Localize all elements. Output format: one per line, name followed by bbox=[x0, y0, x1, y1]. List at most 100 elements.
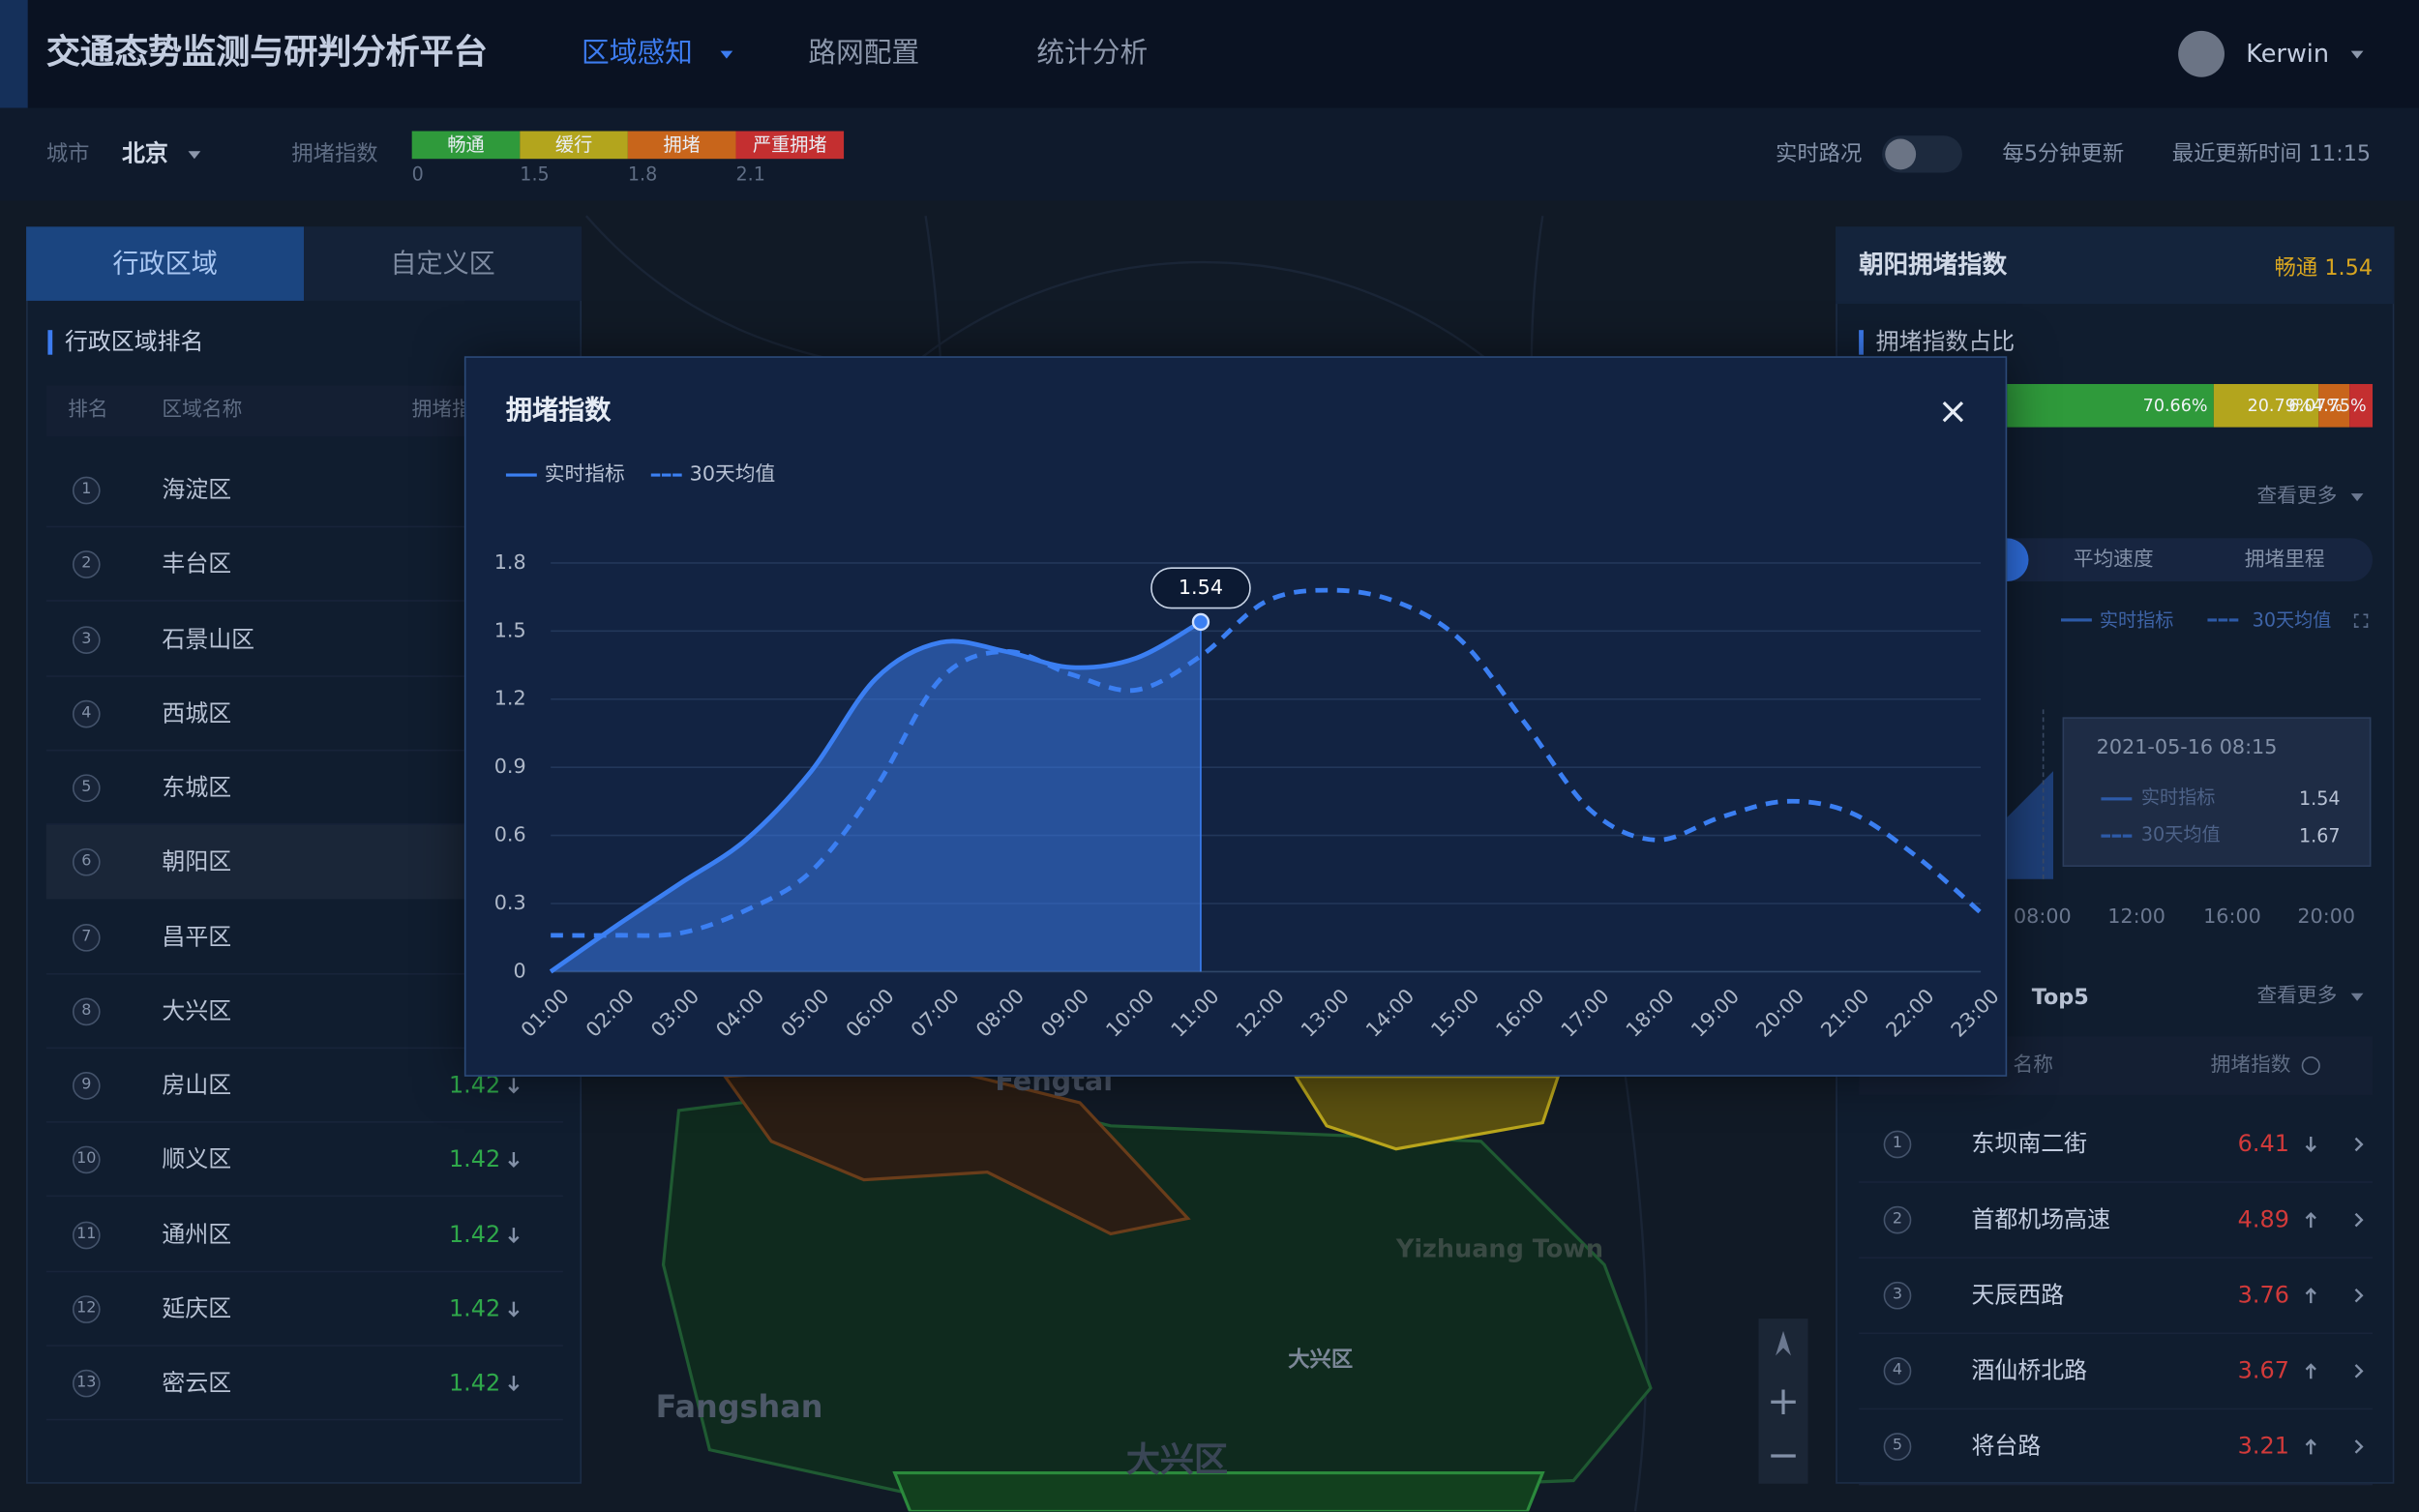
arrow-down bbox=[508, 1301, 520, 1318]
x-tick-label: 16:00 bbox=[1491, 985, 1548, 1042]
fullscreen-icon[interactable] bbox=[2353, 613, 2369, 628]
tab[interactable] bbox=[304, 226, 582, 301]
rank-badge bbox=[72, 699, 101, 728]
row[interactable] bbox=[45, 676, 563, 752]
chevron bbox=[2354, 1364, 2364, 1379]
tab-label: 行政区域 bbox=[112, 249, 218, 281]
region-name: 密云区 bbox=[162, 1368, 232, 1397]
region-name: 海淀区 bbox=[162, 475, 232, 504]
area bbox=[551, 621, 1201, 972]
level-swatch bbox=[627, 131, 736, 160]
arrow-down bbox=[2305, 1136, 2316, 1153]
road-name: 东坝南二街 bbox=[1971, 1129, 2088, 1158]
chevron bbox=[2354, 1212, 2364, 1228]
help-icon bbox=[2301, 1056, 2320, 1076]
rank-number: 13 bbox=[76, 1374, 97, 1392]
road-value: 3.76 bbox=[2237, 1281, 2289, 1309]
caret bbox=[2350, 992, 2364, 1000]
y-tick-label: 1.8 bbox=[494, 550, 526, 574]
level-swatch bbox=[735, 131, 845, 160]
rank-number: 10 bbox=[76, 1150, 97, 1169]
rank-badge bbox=[72, 774, 101, 803]
row[interactable] bbox=[1859, 1259, 2374, 1335]
arrow-down bbox=[508, 1078, 520, 1094]
row[interactable] bbox=[45, 900, 563, 974]
row[interactable] bbox=[45, 1272, 563, 1347]
tab-label[interactable]: 平均速度 bbox=[2073, 548, 2154, 572]
panel-status: 畅通 1.54 bbox=[2274, 255, 2374, 282]
x-tick-label: 22:00 bbox=[1881, 985, 1938, 1042]
more-link[interactable]: 查看更多 bbox=[2256, 485, 2338, 509]
arrow-down bbox=[508, 1376, 520, 1392]
row[interactable] bbox=[45, 454, 563, 528]
rank-badge bbox=[72, 923, 101, 951]
index-label: 拥堵指数 bbox=[291, 141, 378, 167]
nav-item[interactable]: 路网配置 bbox=[808, 37, 920, 70]
legend-label: 实时指标 bbox=[2099, 608, 2174, 632]
legend-dash bbox=[2207, 618, 2239, 622]
section-title: 行政区域排名 bbox=[64, 327, 204, 356]
tooltip-value: 1.67 bbox=[2298, 824, 2341, 847]
road-value: 3.67 bbox=[2237, 1356, 2289, 1384]
arrow-down bbox=[508, 1227, 520, 1243]
tab-active[interactable] bbox=[26, 226, 305, 301]
nav-item[interactable]: 区域感知 bbox=[582, 37, 693, 70]
x-tick-label: 04:00 bbox=[711, 985, 768, 1042]
rank-number: 1 bbox=[81, 481, 92, 498]
rank-number: 3 bbox=[1892, 1286, 1903, 1304]
tooltip-value: 1.54 bbox=[1179, 576, 1223, 599]
row[interactable] bbox=[1859, 1409, 2374, 1486]
rank-number: 9 bbox=[81, 1076, 92, 1094]
rank-badge bbox=[1883, 1205, 1912, 1234]
row[interactable] bbox=[45, 751, 563, 825]
nav-item[interactable]: 统计分析 bbox=[1036, 37, 1149, 70]
row[interactable] bbox=[45, 603, 563, 677]
update-note: 每5分钟更新 bbox=[2002, 141, 2125, 167]
row[interactable] bbox=[45, 974, 563, 1049]
arrow-up bbox=[2305, 1363, 2316, 1379]
x-tick-label: 12:00 bbox=[1232, 985, 1289, 1042]
row[interactable] bbox=[1859, 1108, 2374, 1183]
road-value: 6.41 bbox=[2237, 1129, 2289, 1158]
region-name: 延庆区 bbox=[162, 1294, 232, 1322]
row[interactable] bbox=[45, 1198, 563, 1272]
rank-number: 2 bbox=[1892, 1210, 1903, 1229]
chart: 00.30.60.91.21.51.801:00 02:00 03:00 04:00 0… bbox=[494, 550, 2004, 1042]
row[interactable] bbox=[1859, 1183, 2374, 1259]
region-name: 丰台区 bbox=[162, 549, 232, 578]
map-label: 大兴区 bbox=[1125, 1441, 1229, 1481]
tab-label[interactable]: 拥堵里程 bbox=[2244, 548, 2325, 572]
caret bbox=[188, 150, 201, 159]
rank-number: 1 bbox=[1892, 1135, 1903, 1152]
rank-badge bbox=[1883, 1433, 1912, 1461]
x-tick-label: 21:00 bbox=[1816, 985, 1873, 1042]
x-tick-label: 14:00 bbox=[1361, 985, 1419, 1042]
header-accent bbox=[0, 0, 28, 108]
avatar bbox=[2178, 30, 2225, 77]
threshold: 1.5 bbox=[520, 163, 550, 186]
x-tick-label: 09:00 bbox=[1036, 985, 1093, 1042]
region-name: 大兴区 bbox=[162, 996, 232, 1025]
crosshair bbox=[2042, 709, 2045, 879]
x-tick-label: 11:00 bbox=[1166, 985, 1223, 1042]
share-segment bbox=[2213, 383, 2318, 428]
x-tick-label: 20:00 bbox=[1751, 985, 1808, 1042]
level-name: 拥堵 bbox=[663, 133, 701, 157]
more-link[interactable]: 查看更多 bbox=[2256, 984, 2338, 1008]
row[interactable] bbox=[1859, 1334, 2374, 1410]
row[interactable] bbox=[45, 1347, 563, 1421]
realtime-label: 实时路况 bbox=[1776, 141, 1863, 167]
close-button[interactable] bbox=[1942, 400, 1964, 423]
row[interactable] bbox=[45, 1123, 563, 1198]
region-name: 顺义区 bbox=[162, 1145, 232, 1173]
row[interactable] bbox=[45, 528, 563, 603]
line bbox=[549, 619, 1203, 974]
rank-number: 6 bbox=[81, 853, 92, 871]
city-select[interactable]: 北京 bbox=[121, 139, 168, 167]
user-name[interactable]: Kerwin bbox=[2246, 38, 2330, 69]
column-header: 排名 bbox=[68, 399, 108, 423]
legend-label: 实时指标 bbox=[544, 463, 625, 488]
share-label: 20.79% bbox=[2247, 395, 2313, 416]
row[interactable] bbox=[45, 1049, 563, 1123]
